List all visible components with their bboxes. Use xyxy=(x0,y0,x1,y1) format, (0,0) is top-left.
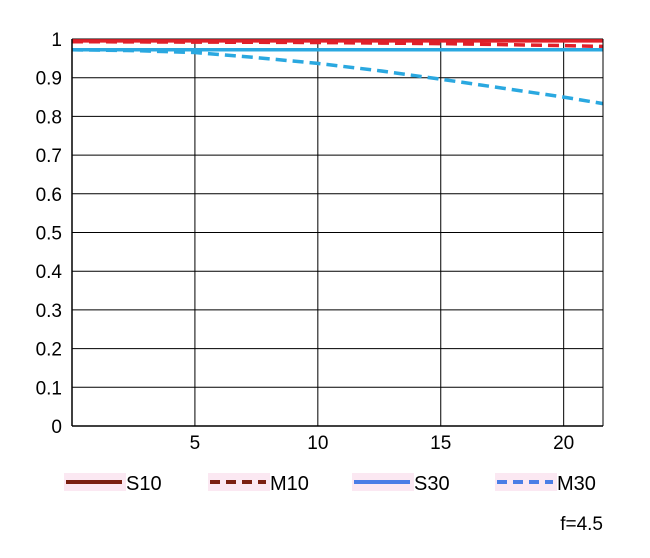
x-tick-label: 20 xyxy=(553,433,574,454)
y-tick-label: 0.7 xyxy=(36,146,62,167)
aperture-annotation: f=4.5 xyxy=(560,514,603,535)
x-tick-label: 15 xyxy=(430,433,451,454)
legend-label-m10: M10 xyxy=(270,473,309,495)
y-tick-label: 0.9 xyxy=(36,69,62,90)
legend-label-s30: S30 xyxy=(414,473,450,495)
y-tick-label: 0.8 xyxy=(36,107,62,128)
series-lines xyxy=(71,39,604,106)
x-tick-label: 10 xyxy=(307,433,328,454)
axes: 00.10.20.30.40.50.60.70.80.915 10 15 20 xyxy=(36,30,604,454)
y-tick-label: 0.6 xyxy=(36,185,62,206)
legend-label-m30: M30 xyxy=(557,473,596,495)
series-line-m30 xyxy=(71,48,604,106)
y-tick-label: 0.5 xyxy=(36,224,62,245)
y-tick-label: 0 xyxy=(51,417,62,438)
y-tick-label: 0.4 xyxy=(36,262,63,283)
y-tick-label: 1 xyxy=(51,30,62,51)
legend-label-s10: S10 xyxy=(126,473,162,495)
grid xyxy=(72,38,603,427)
series-line-m10 xyxy=(71,39,604,49)
y-tick-label: 0.1 xyxy=(36,378,62,399)
y-tick-label: 0.3 xyxy=(36,301,62,322)
x-tick-label: 5 xyxy=(190,433,201,454)
legend: S10 M10 S30 M30 xyxy=(64,473,596,495)
y-tick-label: 0.2 xyxy=(36,340,62,361)
legend-swatch-bg xyxy=(208,473,270,491)
legend-swatch-bg xyxy=(495,473,557,491)
